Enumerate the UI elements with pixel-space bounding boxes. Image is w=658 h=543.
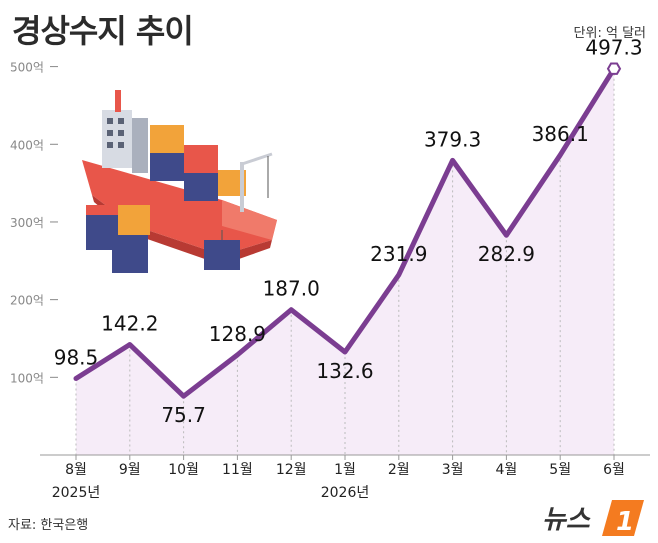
x-tick-label: 10월 <box>168 462 199 478</box>
year-label: 2025년 <box>52 485 101 501</box>
y-tick-label: 300억 <box>10 216 44 230</box>
x-tick-label: 5월 <box>549 462 571 478</box>
x-tick-label: 2월 <box>388 462 410 478</box>
drop-lines <box>75 68 615 455</box>
area-fill <box>76 68 614 455</box>
svg-text:1: 1 <box>616 507 634 537</box>
series-line <box>73 66 617 399</box>
x-tick-label: 9월 <box>119 462 141 478</box>
x-tick-label: 4월 <box>496 462 518 478</box>
chart-title: 경상수지 추이 <box>12 12 194 50</box>
data-label: 386.1 <box>532 122 589 146</box>
y-tick-label: 400억 <box>10 138 44 152</box>
news1-logo: 뉴스 1 <box>542 500 644 537</box>
y-axis: 100억 200억 300억 400억 500억 <box>10 61 58 385</box>
data-label: 379.3 <box>424 127 481 151</box>
data-label: 98.5 <box>54 345 99 369</box>
x-tick-label: 6월 <box>603 462 625 478</box>
data-label: 231.9 <box>370 242 427 266</box>
year-label: 2026년 <box>321 485 370 501</box>
data-label: 132.6 <box>316 359 373 383</box>
unit-label: 단위: 억 달러 <box>573 26 646 41</box>
data-label: 128.9 <box>209 322 266 346</box>
endpoint-marker <box>606 62 622 75</box>
y-tick-label: 500억 <box>10 61 44 75</box>
x-tick-label: 12월 <box>276 462 307 478</box>
x-tick-label: 8월 <box>65 462 87 478</box>
data-label: 282.9 <box>478 242 535 266</box>
cargo-ship-illustration <box>82 90 277 273</box>
x-tick-label: 1월 <box>334 462 356 478</box>
data-label: 142.2 <box>101 312 158 336</box>
x-tick-label: 11월 <box>222 462 253 478</box>
data-label: 75.7 <box>161 403 206 427</box>
x-axis-labels: 8월 9월 10월 11월 12월 1월 2월 3월 4월 5월 6월 2025년 2026년 <box>52 455 625 501</box>
x-tick-label: 3월 <box>442 462 464 478</box>
source-note: 자료: 한국은행 <box>8 518 89 533</box>
svg-text:뉴스: 뉴스 <box>542 505 591 535</box>
y-tick-label: 200억 <box>10 294 44 308</box>
data-label: 187.0 <box>263 277 320 301</box>
y-tick-label: 100억 <box>10 371 44 385</box>
markers <box>606 62 622 75</box>
data-label: 497.3 <box>585 36 642 60</box>
